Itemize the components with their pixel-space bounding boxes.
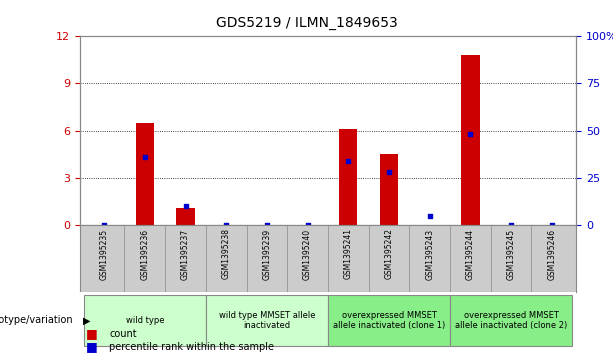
Text: GSM1395236: GSM1395236	[140, 228, 150, 280]
Text: GSM1395243: GSM1395243	[425, 228, 434, 280]
Text: GSM1395241: GSM1395241	[344, 228, 353, 280]
Bar	[206, 295, 328, 346]
Point	[506, 222, 516, 228]
Bar	[84, 295, 206, 346]
Text: count: count	[109, 329, 137, 339]
Bar	[328, 295, 450, 346]
Text: GSM1395240: GSM1395240	[303, 228, 312, 280]
Point	[303, 222, 313, 228]
Text: GDS5219 / ILMN_1849653: GDS5219 / ILMN_1849653	[216, 16, 397, 30]
Point	[425, 213, 435, 219]
Text: overexpressed MMSET
allele inactivated (clone 1): overexpressed MMSET allele inactivated (…	[333, 311, 445, 330]
Bar	[380, 154, 398, 225]
Text: GSM1395238: GSM1395238	[222, 228, 230, 280]
Text: genotype/variation: genotype/variation	[0, 315, 74, 325]
Text: percentile rank within the sample: percentile rank within the sample	[109, 342, 274, 352]
Text: overexpressed MMSET
allele inactivated (clone 2): overexpressed MMSET allele inactivated (…	[455, 311, 567, 330]
Bar	[135, 123, 154, 225]
Bar	[177, 208, 195, 225]
Text: GSM1395245: GSM1395245	[506, 228, 516, 280]
Text: GSM1395235: GSM1395235	[99, 228, 109, 280]
Point	[547, 222, 557, 228]
Bar	[339, 129, 357, 225]
Text: GSM1395237: GSM1395237	[181, 228, 190, 280]
Point	[221, 222, 231, 228]
Text: GSM1395239: GSM1395239	[262, 228, 272, 280]
Point	[140, 154, 150, 160]
Text: ■: ■	[86, 340, 97, 353]
Bar	[450, 295, 572, 346]
Text: wild type: wild type	[126, 316, 164, 325]
Text: GSM1395242: GSM1395242	[384, 228, 394, 280]
Point	[262, 222, 272, 228]
Point	[181, 203, 191, 209]
Text: ▶: ▶	[83, 315, 90, 325]
Point	[465, 131, 475, 137]
Bar	[461, 55, 479, 225]
Point	[384, 169, 394, 175]
Text: GSM1395244: GSM1395244	[466, 228, 475, 280]
Text: GSM1395246: GSM1395246	[547, 228, 557, 280]
Point	[343, 158, 353, 164]
Text: wild type MMSET allele
inactivated: wild type MMSET allele inactivated	[219, 311, 315, 330]
Point	[99, 222, 109, 228]
Text: ■: ■	[86, 327, 97, 340]
